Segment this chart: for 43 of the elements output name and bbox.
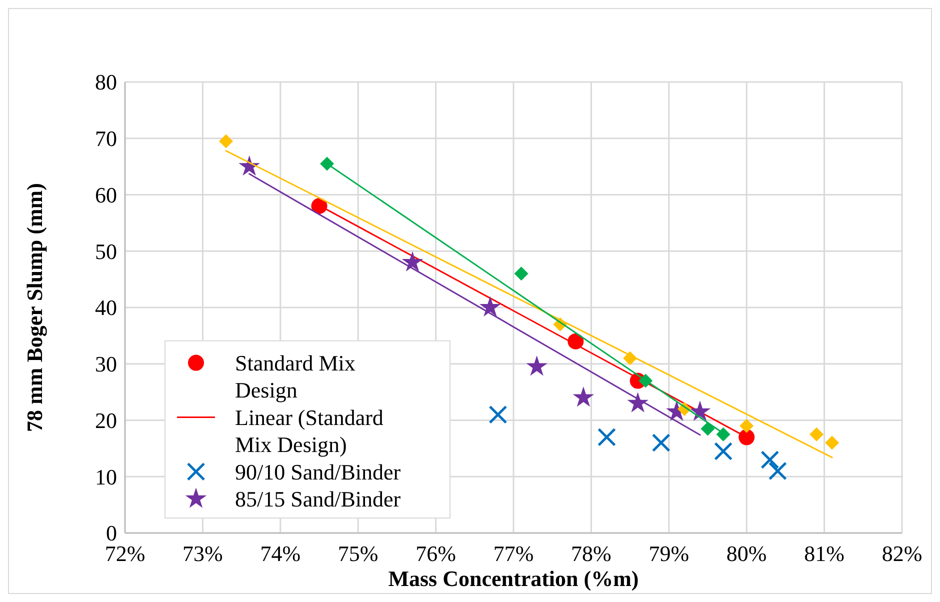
y-tick-label: 10	[95, 464, 117, 490]
point	[810, 427, 824, 442]
x-axis-title: Mass Concentration (%m)	[388, 566, 639, 591]
y-tick-label: 40	[95, 295, 117, 320]
point	[219, 134, 234, 148]
x-tick-label: 81%	[804, 541, 844, 566]
x-tick-label: 76%	[416, 541, 456, 566]
point	[825, 436, 840, 450]
point	[514, 266, 528, 281]
point	[760, 450, 780, 469]
x-tick-label: 82%	[882, 541, 922, 566]
x-tick-label: 75%	[338, 541, 378, 566]
legend-label: 90/10 Sand/Binder	[235, 459, 402, 484]
point	[716, 427, 730, 442]
legend-label: Linear (Standard Mix Design)	[235, 404, 384, 458]
point	[402, 251, 424, 272]
y-tick-label: 30	[95, 352, 117, 377]
y-tick-label: 20	[95, 408, 117, 433]
point	[480, 296, 501, 317]
legend-label: Standard Mix Design	[235, 350, 356, 403]
point	[526, 355, 548, 376]
x-tick-label: 74%	[260, 541, 301, 566]
point	[768, 462, 787, 480]
point	[488, 405, 508, 424]
point	[700, 422, 715, 436]
point	[689, 400, 711, 421]
point	[652, 434, 670, 452]
x-tick-label: 73%	[182, 541, 223, 566]
point	[714, 442, 733, 461]
y-tick-label: 70	[95, 126, 117, 152]
y-axis-title: 78 mm Boger Slump (mm)	[22, 183, 47, 432]
y-tick-label: 80	[95, 70, 117, 95]
y-tick-label: 50	[95, 238, 117, 264]
x-tick-label: 77%	[493, 541, 534, 566]
x-tick-label: 80%	[726, 541, 767, 566]
point	[597, 428, 616, 446]
x-tick-label: 78%	[571, 541, 612, 566]
y-tick-label: 60	[95, 182, 117, 208]
legend-label: 85/15 Sand/Binder	[235, 486, 402, 512]
x-tick-label: 79%	[648, 541, 690, 566]
point	[572, 386, 594, 407]
point	[740, 418, 754, 433]
point	[320, 156, 334, 171]
